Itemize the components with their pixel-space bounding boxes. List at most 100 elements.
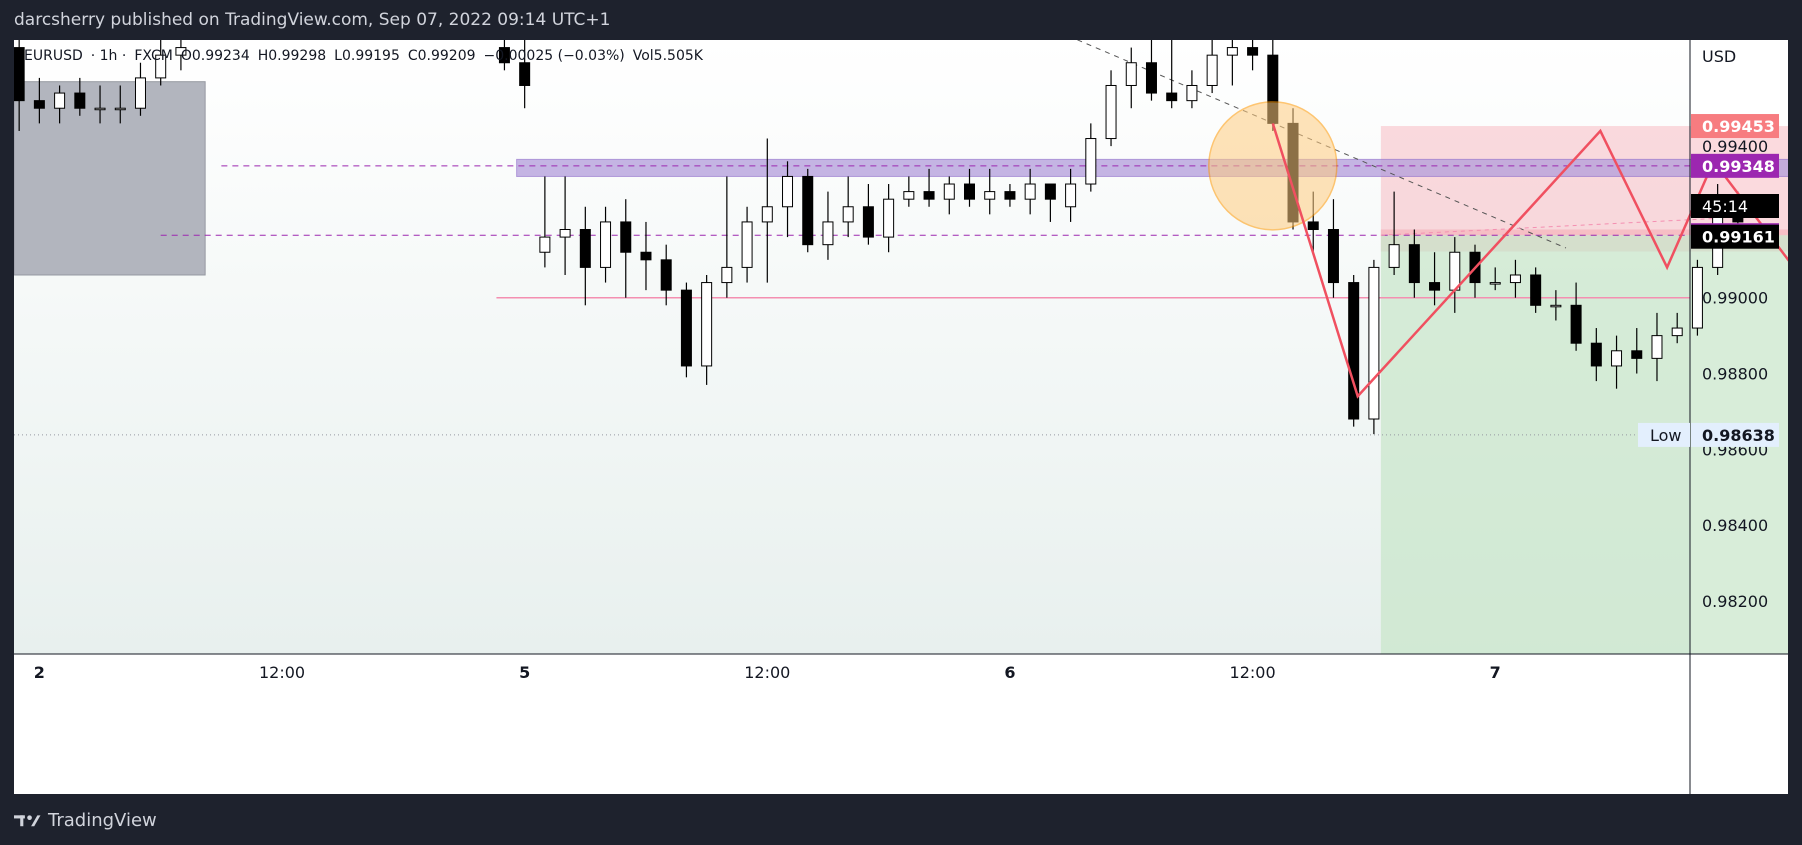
tradingview-logo-icon <box>14 815 41 827</box>
y-axis-tick-label: 0.99000 <box>1702 289 1768 308</box>
candle-body <box>1206 54 1218 86</box>
candle-body <box>802 175 814 246</box>
x-axis-tick-label: 2 <box>34 663 45 682</box>
y-axis-currency-label: USD <box>1702 47 1736 66</box>
y-axis-tick-label: 0.99400 <box>1702 137 1768 156</box>
low-label-bg <box>1638 422 1690 447</box>
candle-body <box>539 236 551 253</box>
legend-field: EURUSD <box>24 48 83 64</box>
x-axis-tick-label: 12:00 <box>744 663 790 682</box>
candle-body <box>1408 244 1420 284</box>
legend-field: −0.00025 (−0.03%) <box>484 48 625 64</box>
candle-body <box>761 206 773 223</box>
candle-body <box>1388 244 1400 268</box>
candle-body <box>1307 221 1319 231</box>
candle-body <box>1024 183 1036 200</box>
candle-body <box>1044 183 1056 200</box>
candle-body <box>1348 282 1360 420</box>
candle-body <box>1550 304 1562 308</box>
legend-field: O0.99234 <box>181 48 250 64</box>
x-axis-tick-label: 6 <box>1004 663 1015 682</box>
chart-frame[interactable]: BEARISH SIGNAL$0.99350 LevelEURUSD· 1h ·… <box>14 40 1788 794</box>
candle-body <box>1247 47 1259 56</box>
price-label-text: 0.99348 <box>1702 157 1775 176</box>
countdown-label: 45:14 <box>1702 197 1748 216</box>
candle-body <box>559 229 571 238</box>
symbol-legend: EURUSD · 1h · FXCM O0.99234 H0.99298 L0.99195… <box>24 48 704 64</box>
candle-body <box>1065 183 1077 208</box>
candle-body <box>1166 92 1178 102</box>
grey-range-box <box>14 81 206 276</box>
candle-body <box>782 175 794 208</box>
candle-body <box>923 191 935 200</box>
candle-body <box>1368 266 1380 420</box>
published-header: darcsherry published on TradingView.com,… <box>14 10 611 30</box>
candle-body <box>519 62 531 86</box>
candle-body <box>1226 47 1238 56</box>
candle-body <box>903 191 915 200</box>
legend-field: · 1h · <box>91 48 127 64</box>
dashed-trendline <box>1076 40 1567 249</box>
legend-field: FXCM <box>134 48 172 64</box>
footer-brand: TradingView <box>48 809 157 831</box>
candle-body <box>660 259 672 291</box>
candle-body <box>1651 335 1663 359</box>
candle-body <box>1570 304 1582 344</box>
candle-body <box>1489 282 1501 285</box>
small-dashed-trendline <box>1380 217 1722 236</box>
candle-body <box>1105 84 1117 140</box>
candle-body <box>883 198 895 238</box>
zigzag-projection-line <box>1271 123 1788 399</box>
candle-body <box>134 77 146 109</box>
candle-body <box>1085 138 1097 185</box>
y-axis-tick-label: 0.98200 <box>1702 592 1768 611</box>
candle-body <box>1449 251 1461 291</box>
price-label-bg <box>1691 153 1779 178</box>
x-axis-tick-label: 12:00 <box>259 663 305 682</box>
low-label: Low <box>1650 426 1682 445</box>
price-label-bg <box>1691 114 1779 139</box>
highlight-circle <box>1208 101 1338 231</box>
candle-body <box>862 206 874 238</box>
candle-body <box>1186 84 1198 102</box>
price-label-bg <box>1691 422 1779 447</box>
candle-body <box>1691 266 1703 329</box>
candle-body <box>1004 191 1016 200</box>
candle-body <box>114 107 126 111</box>
candle-body <box>579 229 591 268</box>
candle-body <box>1611 350 1623 367</box>
x-axis-tick-label: 5 <box>519 663 530 682</box>
price-chart[interactable]: BEARISH SIGNAL$0.99350 LevelEURUSD· 1h ·… <box>14 40 1788 794</box>
purple-resistance-zone <box>516 158 1788 177</box>
candle-body <box>964 183 975 200</box>
legend-field: C0.99209 <box>408 48 476 64</box>
candle-body <box>1509 274 1521 284</box>
candle-body <box>620 221 632 253</box>
legend-field: L0.99195 <box>334 48 400 64</box>
candle-body <box>1125 62 1137 86</box>
candle-body <box>33 100 45 109</box>
candle-body <box>741 221 753 268</box>
candle-body <box>1631 350 1643 359</box>
candle-body <box>701 282 713 367</box>
candle-body <box>721 266 733 284</box>
candle-body <box>640 251 652 261</box>
candle-body <box>1327 229 1339 284</box>
candle-body <box>498 47 510 64</box>
candle-body <box>1429 282 1441 291</box>
candle-body <box>155 54 167 79</box>
x-axis-tick-label: 12:00 <box>1230 663 1276 682</box>
candle-body <box>54 92 66 109</box>
candle-body <box>600 221 612 268</box>
candle-body <box>14 47 25 102</box>
legend-field: H0.99298 <box>258 48 326 64</box>
footer: TradingView <box>14 800 157 840</box>
candle-body <box>822 221 834 246</box>
countdown-bg <box>1691 194 1779 218</box>
candle-body <box>984 191 996 200</box>
candle-body <box>175 47 187 56</box>
price-label-bg <box>1691 224 1779 249</box>
candle-body <box>943 183 955 200</box>
x-axis-tick-label: 7 <box>1490 663 1501 682</box>
candle-body <box>842 206 854 223</box>
